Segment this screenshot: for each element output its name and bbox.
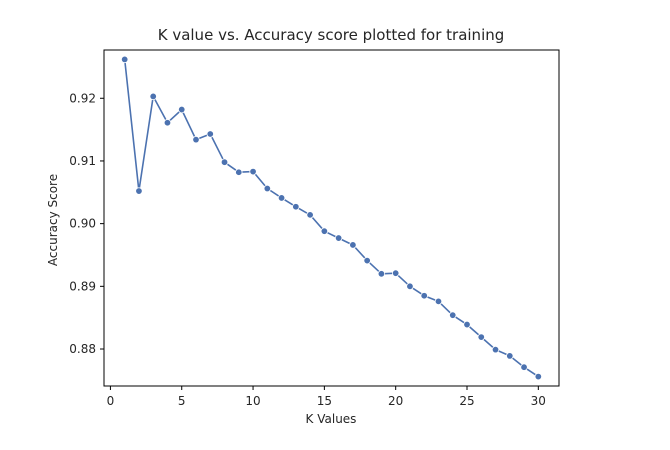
data-point <box>506 352 514 360</box>
data-point <box>206 130 214 138</box>
data-point <box>120 55 129 64</box>
data-point <box>406 282 414 291</box>
data-point <box>334 234 343 242</box>
y-axis-ticks: 0.88 0.89 0.90 0.91 0.92 <box>69 91 104 356</box>
y-tick-label: 0.90 <box>69 217 96 231</box>
x-tick-label: 15 <box>317 394 332 408</box>
x-tick-label: 5 <box>178 394 186 408</box>
data-point <box>434 297 443 306</box>
x-axis-label: K Values <box>306 412 357 426</box>
data-point <box>320 227 329 235</box>
x-axis-ticks: 0 5 10 15 20 25 30 <box>107 386 546 408</box>
data-point <box>449 311 457 319</box>
data-point <box>363 256 371 265</box>
series-layer <box>120 55 543 381</box>
data-point <box>391 269 400 277</box>
data-point <box>149 92 157 101</box>
data-point <box>263 184 272 193</box>
data-point <box>463 320 471 329</box>
data-point <box>306 211 314 219</box>
data-point <box>477 333 485 341</box>
data-point <box>377 270 386 278</box>
x-tick-label: 0 <box>107 394 115 408</box>
data-point <box>235 168 243 176</box>
data-point <box>135 187 143 195</box>
y-tick-label: 0.91 <box>69 154 96 168</box>
data-point <box>534 372 543 381</box>
x-tick-label: 25 <box>459 394 474 408</box>
data-point <box>220 158 229 166</box>
y-tick-label: 0.89 <box>69 279 96 293</box>
data-point <box>491 345 500 354</box>
data-point <box>520 363 528 371</box>
data-point <box>178 105 186 114</box>
y-tick-label: 0.92 <box>69 91 96 105</box>
data-point <box>420 292 428 300</box>
y-axis-label: Accuracy Score <box>46 174 60 266</box>
data-point <box>292 203 300 211</box>
data-point <box>349 241 357 249</box>
plot-area-frame <box>103 49 560 387</box>
data-point <box>277 194 286 202</box>
data-point <box>249 167 257 176</box>
x-tick-label: 20 <box>388 394 403 408</box>
data-point <box>192 135 200 144</box>
data-point <box>163 119 172 127</box>
y-tick-label: 0.88 <box>69 342 96 356</box>
x-tick-label: 10 <box>245 394 260 408</box>
chart-title: K value vs. Accuracy score plotted for t… <box>158 26 505 44</box>
x-tick-label: 30 <box>531 394 546 408</box>
